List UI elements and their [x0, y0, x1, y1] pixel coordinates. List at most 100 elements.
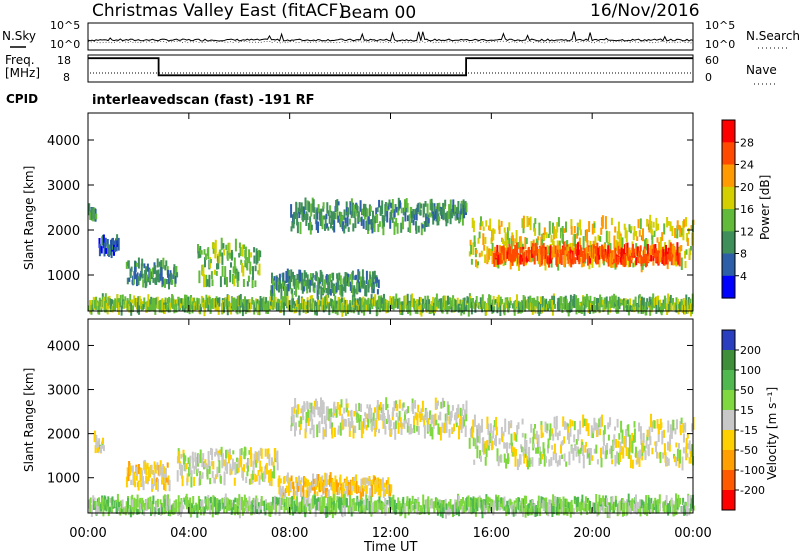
heatmap-cell	[633, 421, 636, 428]
heatmap-cell	[400, 207, 403, 214]
heatmap-cell	[584, 445, 587, 453]
xtick-label: 04:00	[170, 526, 207, 541]
heatmap-cell	[634, 296, 637, 310]
heatmap-cell	[336, 199, 339, 211]
heatmap-cell	[92, 207, 95, 219]
heatmap-cell	[505, 458, 508, 469]
heatmap-cell	[432, 416, 435, 429]
heatmap-cell	[476, 499, 479, 512]
heatmap-cell	[344, 299, 347, 307]
heatmap-cell	[349, 302, 352, 311]
heatmap-cell	[171, 504, 174, 515]
heatmap-cell	[258, 506, 261, 515]
heatmap-cell	[607, 245, 610, 259]
heatmap-cell	[573, 434, 576, 443]
heatmap-cell	[306, 274, 309, 286]
heatmap-cell	[312, 424, 315, 439]
heatmap-cell	[646, 218, 649, 227]
noise-right-label: N.Search	[746, 29, 800, 43]
heatmap-cell	[264, 301, 266, 307]
heatmap-cell	[330, 482, 333, 491]
heatmap-cell	[416, 413, 419, 426]
heatmap-cell	[558, 503, 561, 510]
heatmap-cell	[306, 300, 309, 313]
heatmap-cell	[246, 257, 249, 271]
heatmap-cell	[520, 446, 523, 453]
heatmap-cell	[499, 302, 502, 316]
colorbar-tick-label: 28	[740, 136, 754, 149]
heatmap-cell	[216, 263, 218, 270]
heatmap-cell	[541, 454, 544, 460]
heatmap-cell	[382, 222, 385, 236]
heatmap-cell	[591, 255, 594, 268]
heatmap-cell	[377, 477, 380, 482]
heatmap-cell	[387, 477, 390, 486]
heatmap-cell	[98, 502, 101, 511]
heatmap-cell	[492, 430, 495, 439]
heatmap-cell	[254, 451, 257, 463]
heatmap-cell	[372, 271, 374, 284]
heatmap-cell	[202, 264, 205, 276]
heatmap-cell	[471, 429, 474, 439]
heatmap-cell	[691, 304, 694, 315]
heatmap-cell	[95, 213, 98, 220]
heatmap-cell	[396, 404, 399, 412]
heatmap-cell	[667, 420, 670, 433]
heatmap-cell	[651, 447, 654, 455]
heatmap-cell	[294, 398, 297, 409]
heatmap-cell	[313, 285, 316, 294]
heatmap-cell	[142, 279, 145, 288]
heatmap-cell	[181, 465, 183, 479]
heatmap-cell	[612, 251, 615, 261]
heatmap-cell	[456, 301, 459, 311]
heatmap-cell	[396, 298, 399, 309]
heatmap-cell	[495, 416, 498, 431]
heatmap-cell	[281, 498, 283, 505]
heatmap-cell	[549, 423, 552, 437]
heatmap-cell	[346, 403, 349, 408]
heatmap-cell	[507, 421, 510, 435]
heatmap-cell	[295, 306, 298, 312]
heatmap-cell	[350, 409, 353, 421]
heatmap-cell	[281, 296, 284, 308]
nave-tick-top: 60	[705, 54, 719, 67]
heatmap-cell	[515, 230, 518, 242]
heatmap-cell	[214, 250, 217, 259]
heatmap-cell	[210, 447, 212, 455]
heatmap-cell	[401, 403, 404, 411]
heatmap-cell	[100, 300, 103, 309]
heatmap-cell	[391, 199, 394, 213]
heatmap-cell	[233, 275, 236, 287]
heatmap-cell	[293, 275, 296, 290]
heatmap-cell	[309, 410, 311, 422]
heatmap-cell	[432, 296, 435, 305]
heatmap-cell	[533, 246, 536, 255]
heatmap-cell	[136, 466, 139, 476]
heatmap-cell	[415, 207, 418, 221]
heatmap-cell	[293, 304, 296, 314]
heatmap-cell	[573, 294, 576, 308]
heatmap-cell	[623, 244, 626, 255]
heatmap-cell	[275, 502, 278, 513]
colorbar-swatch	[722, 450, 735, 471]
heatmap-cell	[318, 208, 321, 214]
heatmap-cell	[283, 298, 286, 303]
heatmap-cell	[385, 483, 388, 495]
heatmap-cell	[563, 436, 566, 444]
heatmap-cell	[224, 266, 227, 278]
heatmap-cell	[427, 505, 430, 516]
heatmap-cell	[124, 300, 127, 308]
heatmap-cell	[376, 207, 379, 213]
heatmap-cell	[339, 404, 341, 416]
heatmap-cell	[134, 267, 136, 280]
heatmap-cell	[672, 419, 675, 431]
heatmap-cell	[226, 304, 229, 316]
heatmap-cell	[344, 217, 347, 223]
heatmap-cell	[354, 483, 357, 493]
heatmap-cell	[272, 461, 275, 468]
heatmap-cell	[156, 498, 159, 507]
heatmap-cell	[371, 479, 374, 485]
heatmap-cell	[273, 276, 276, 281]
nave-label: Nave	[746, 63, 777, 77]
heatmap-cell	[620, 252, 623, 265]
